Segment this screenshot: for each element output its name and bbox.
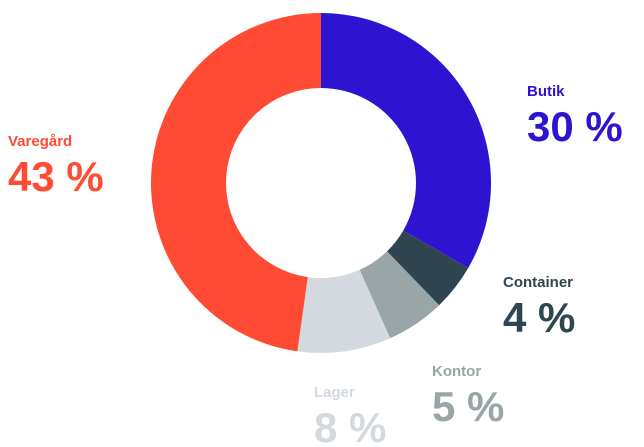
donut-segment xyxy=(386,230,469,306)
segment-name: Kontor xyxy=(432,363,481,380)
segment-value: 5 % xyxy=(432,383,504,430)
segment-name: Varegård xyxy=(8,133,72,150)
donut-segment xyxy=(359,251,440,339)
donut-segment xyxy=(297,269,391,353)
segment-name: Lager xyxy=(314,384,355,401)
segment-value: 4 % xyxy=(503,294,575,341)
segment-value: 43 % xyxy=(8,153,104,200)
donut-segment xyxy=(150,13,321,352)
segment-name: Container xyxy=(503,274,573,291)
segment-value: 8 % xyxy=(314,404,386,447)
segment-value: 30 % xyxy=(527,103,623,150)
donut-segment xyxy=(321,13,491,268)
segment-name: Butik xyxy=(527,83,565,100)
